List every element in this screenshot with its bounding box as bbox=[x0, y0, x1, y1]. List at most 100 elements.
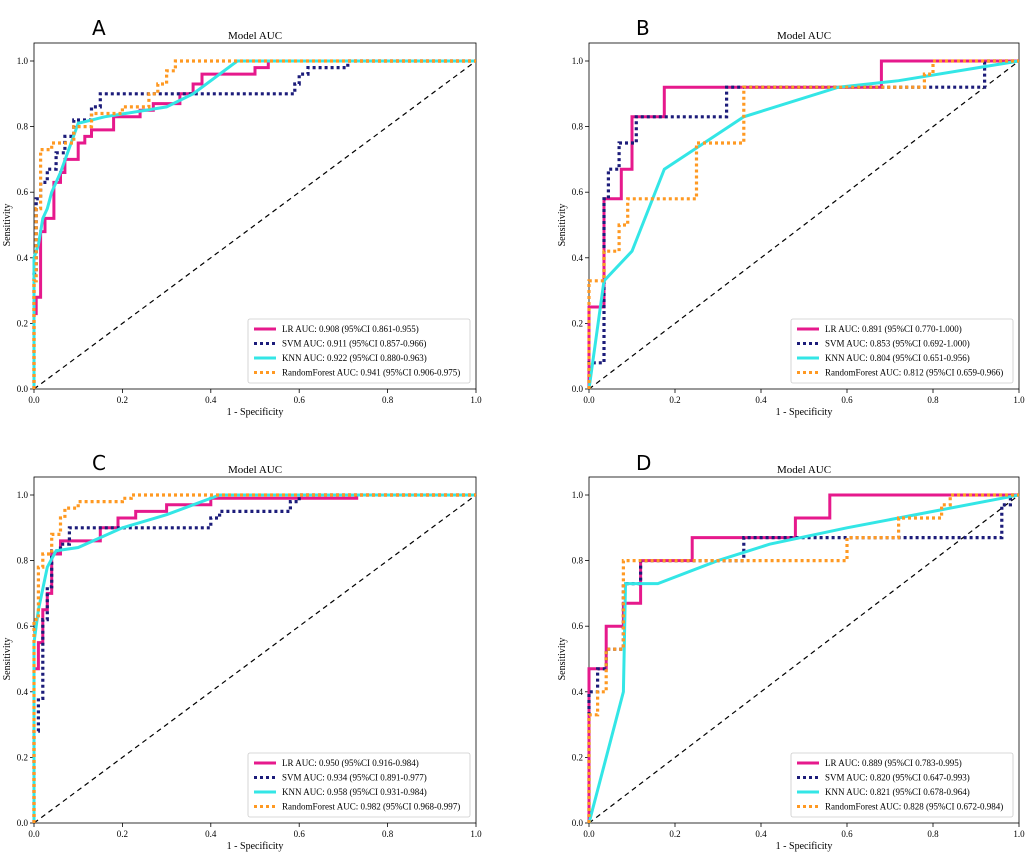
chance-diagonal bbox=[588, 60, 1020, 390]
chance-diagonal bbox=[33, 60, 477, 390]
y-tick-label: 0.6 bbox=[572, 187, 584, 197]
y-tick-label: 0.8 bbox=[17, 122, 29, 132]
y-axis-label: Sensitivity bbox=[2, 204, 13, 247]
series-line-randomforest bbox=[32, 493, 476, 823]
x-axis-label: 1 - Specificity bbox=[776, 841, 833, 852]
y-axis-label: Sensitivity bbox=[557, 638, 568, 681]
x-tick-label: 0.2 bbox=[117, 829, 128, 839]
x-axis-label: 1 - Specificity bbox=[227, 407, 284, 418]
series-line-knn bbox=[32, 493, 476, 823]
x-axis-label: 1 - Specificity bbox=[227, 841, 284, 852]
legend: LR AUC: 0.908 (95%CI 0.861-0.955) SVM AUC… bbox=[247, 318, 471, 384]
legend-label-knn: KNN AUC: 0.958 (95%CI 0.931-0.984) bbox=[282, 787, 427, 797]
chart-title: Model AUC bbox=[777, 30, 831, 42]
x-tick-label: 1.0 bbox=[470, 395, 482, 405]
y-tick-label: 0.4 bbox=[17, 687, 29, 697]
legend: LR AUC: 0.950 (95%CI 0.916-0.984) SVM AUC… bbox=[247, 752, 471, 818]
x-tick-label: 0.4 bbox=[205, 829, 217, 839]
legend-label-svm: SVM AUC: 0.911 (95%CI 0.857-0.966) bbox=[282, 339, 426, 349]
panel-letter: D bbox=[636, 451, 651, 475]
legend-label-knn: KNN AUC: 0.922 (95%CI 0.880-0.963) bbox=[282, 353, 427, 363]
legend: LR AUC: 0.891 (95%CI 0.770-1.000) SVM AUC… bbox=[790, 318, 1014, 384]
x-tick-label: 1.0 bbox=[1013, 829, 1025, 839]
plot-frame bbox=[588, 476, 1020, 824]
legend-label-knn: KNN AUC: 0.821 (95%CI 0.678-0.964) bbox=[825, 787, 970, 797]
y-tick-label: 0.6 bbox=[17, 621, 29, 631]
x-tick-label: 1.0 bbox=[470, 829, 482, 839]
panel-letter: C bbox=[92, 451, 106, 475]
series-line-knn bbox=[32, 59, 476, 389]
x-tick-label: 0.2 bbox=[669, 829, 680, 839]
chart-title: Model AUC bbox=[228, 464, 282, 476]
x-tick-label: 0.2 bbox=[669, 395, 680, 405]
plot-frame bbox=[588, 42, 1020, 390]
legend-label-randomforest: RandomForest AUC: 0.812 (95%CI 0.659-0.9… bbox=[825, 368, 1003, 378]
chart-title: Model AUC bbox=[228, 30, 282, 42]
series-line-svm bbox=[587, 59, 1019, 389]
y-tick-label: 0.0 bbox=[572, 384, 584, 394]
legend-box bbox=[247, 752, 471, 818]
x-tick-label: 0.8 bbox=[927, 829, 939, 839]
y-tick-label: 0.4 bbox=[572, 253, 584, 263]
roc-panel-a: A Model AUC 0.0 0.2 0.4 0.6 0.8 1.0 0.0 0.2 0.4 0.6… bbox=[2, 16, 482, 418]
panel-letter: B bbox=[636, 16, 650, 40]
x-tick-label: 0.6 bbox=[841, 395, 853, 405]
x-tick-label: 0.0 bbox=[28, 395, 40, 405]
y-tick-label: 0.2 bbox=[17, 752, 28, 762]
x-tick-label: 0.4 bbox=[755, 829, 767, 839]
panel-letter: A bbox=[92, 16, 106, 40]
y-tick-label: 0.4 bbox=[572, 687, 584, 697]
y-tick-label: 1.0 bbox=[572, 490, 584, 500]
y-tick-label: 0.6 bbox=[572, 621, 584, 631]
y-tick-label: 0.2 bbox=[572, 318, 583, 328]
roc-panel-d: D Model AUC 0.0 0.2 0.4 0.6 0.8 1.0 0.0 0.2 0.4 0.6… bbox=[557, 451, 1025, 852]
series-line-svm bbox=[32, 493, 476, 823]
y-tick-label: 0.6 bbox=[17, 187, 29, 197]
x-tick-label: 0.8 bbox=[382, 395, 394, 405]
series-line-lr bbox=[32, 493, 476, 823]
y-axis-label: Sensitivity bbox=[557, 204, 568, 247]
legend-label-lr: LR AUC: 0.889 (95%CI 0.783-0.995) bbox=[825, 758, 962, 768]
x-tick-label: 0.6 bbox=[841, 829, 853, 839]
plot-frame bbox=[33, 42, 477, 390]
legend-label-svm: SVM AUC: 0.853 (95%CI 0.692-1.000) bbox=[825, 339, 970, 349]
x-tick-label: 0.2 bbox=[117, 395, 128, 405]
legend-box bbox=[247, 318, 471, 384]
x-tick-label: 0.6 bbox=[294, 829, 306, 839]
roc-panel-c: C Model AUC 0.0 0.2 0.4 0.6 0.8 1.0 0.0 0.2 0.4 0.6… bbox=[2, 451, 482, 852]
x-tick-label: 0.4 bbox=[755, 395, 767, 405]
legend-label-lr: LR AUC: 0.891 (95%CI 0.770-1.000) bbox=[825, 324, 962, 334]
legend-label-randomforest: RandomForest AUC: 0.941 (95%CI 0.906-0.9… bbox=[282, 368, 460, 378]
y-tick-label: 0.8 bbox=[572, 556, 584, 566]
x-tick-label: 0.8 bbox=[382, 829, 394, 839]
chance-diagonal bbox=[33, 494, 477, 824]
x-tick-label: 0.0 bbox=[583, 395, 595, 405]
series-line-randomforest bbox=[587, 493, 1019, 823]
y-tick-label: 0.4 bbox=[17, 253, 29, 263]
x-tick-label: 0.8 bbox=[927, 395, 939, 405]
legend-label-randomforest: RandomForest AUC: 0.828 (95%CI 0.672-0.9… bbox=[825, 802, 1003, 812]
legend-label-lr: LR AUC: 0.950 (95%CI 0.916-0.984) bbox=[282, 758, 419, 768]
x-axis-label: 1 - Specificity bbox=[776, 407, 833, 418]
legend-box bbox=[790, 318, 1014, 384]
legend-label-svm: SVM AUC: 0.934 (95%CI 0.891-0.977) bbox=[282, 773, 427, 783]
x-tick-label: 0.4 bbox=[205, 395, 217, 405]
series-line-svm bbox=[32, 59, 476, 389]
roc-panel-b: B Model AUC 0.0 0.2 0.4 0.6 0.8 1.0 0.0 0.2 0.4 0.6… bbox=[557, 16, 1025, 418]
legend-label-svm: SVM AUC: 0.820 (95%CI 0.647-0.993) bbox=[825, 773, 970, 783]
y-axis-label: Sensitivity bbox=[2, 638, 13, 681]
y-tick-label: 0.2 bbox=[572, 752, 583, 762]
x-tick-label: 0.0 bbox=[28, 829, 40, 839]
y-tick-label: 0.8 bbox=[17, 556, 29, 566]
x-tick-label: 0.0 bbox=[583, 829, 595, 839]
y-tick-label: 1.0 bbox=[17, 56, 29, 66]
y-tick-label: 0.2 bbox=[17, 318, 28, 328]
series-line-lr bbox=[32, 59, 476, 389]
series-line-randomforest bbox=[32, 59, 476, 389]
legend-label-randomforest: RandomForest AUC: 0.982 (95%CI 0.968-0.9… bbox=[282, 802, 460, 812]
legend-box bbox=[790, 752, 1014, 818]
y-tick-label: 0.0 bbox=[572, 818, 584, 828]
y-tick-label: 1.0 bbox=[572, 56, 584, 66]
chance-diagonal bbox=[588, 494, 1020, 824]
legend-label-lr: LR AUC: 0.908 (95%CI 0.861-0.955) bbox=[282, 324, 419, 334]
